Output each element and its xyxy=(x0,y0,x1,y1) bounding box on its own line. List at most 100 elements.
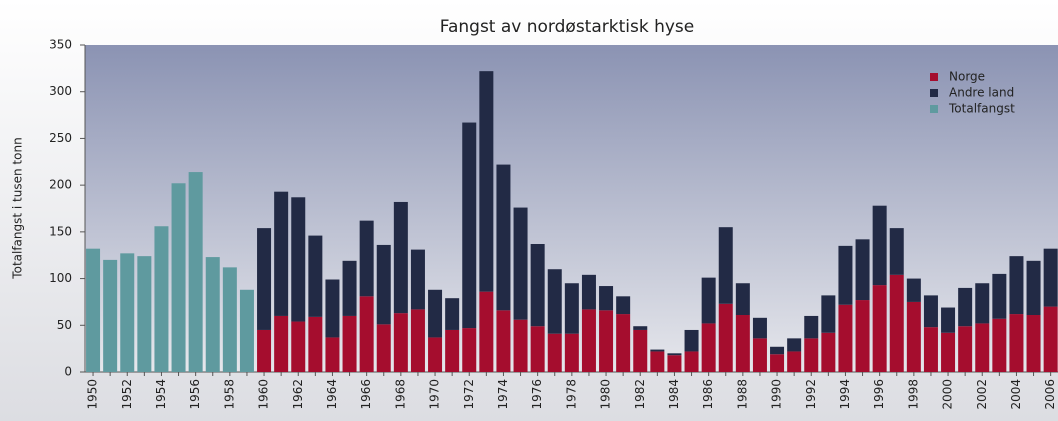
bar xyxy=(445,298,460,330)
bar xyxy=(393,201,408,314)
y-tick-label: 200 xyxy=(49,178,72,192)
bar xyxy=(581,309,596,372)
x-tick-label: 1950 xyxy=(86,379,100,410)
bar xyxy=(855,239,870,301)
bar xyxy=(718,303,733,372)
bar xyxy=(462,328,477,372)
bar xyxy=(308,316,323,372)
bar xyxy=(86,248,101,372)
y-tick-label: 0 xyxy=(64,365,72,379)
x-tick-label: 2002 xyxy=(975,379,989,410)
bar xyxy=(941,332,956,372)
bar xyxy=(855,300,870,372)
x-tick-label: 1966 xyxy=(359,379,373,410)
x-tick-label: 1976 xyxy=(530,379,544,410)
bar xyxy=(889,228,904,275)
bar xyxy=(291,197,306,322)
x-tick-label: 2004 xyxy=(1009,379,1023,410)
bar xyxy=(274,315,289,372)
bar xyxy=(667,353,682,356)
bar xyxy=(787,351,802,372)
bar xyxy=(479,291,494,372)
bar xyxy=(445,329,460,372)
bar xyxy=(1009,314,1024,372)
bar xyxy=(239,289,254,372)
legend-swatch xyxy=(930,105,938,113)
bar xyxy=(547,269,562,334)
bar xyxy=(410,249,425,310)
bar xyxy=(667,355,682,372)
bar xyxy=(462,122,477,329)
y-axis-label: Totalfangst i tusen tonn xyxy=(11,137,25,279)
y-tick-label: 100 xyxy=(49,271,72,285)
bar xyxy=(530,244,545,327)
bar xyxy=(564,333,579,372)
bar xyxy=(770,346,785,355)
bar xyxy=(154,226,169,372)
bar xyxy=(838,245,853,305)
bar xyxy=(906,278,921,302)
bar xyxy=(359,220,374,297)
bar xyxy=(188,172,203,372)
bar xyxy=(1043,306,1058,372)
bar xyxy=(342,260,357,316)
x-tick-label: 1954 xyxy=(154,379,168,410)
bar xyxy=(838,304,853,372)
bar xyxy=(684,329,699,352)
bar xyxy=(308,235,323,317)
bar xyxy=(616,314,631,372)
bar xyxy=(564,283,579,334)
bar xyxy=(393,313,408,372)
bar xyxy=(889,274,904,372)
bar xyxy=(975,283,990,324)
y-tick-label: 150 xyxy=(49,224,72,238)
x-tick-label: 1968 xyxy=(393,379,407,410)
bar xyxy=(376,324,391,372)
bar xyxy=(701,323,716,372)
x-tick-label: 1988 xyxy=(735,379,749,410)
bar xyxy=(257,228,272,330)
bar xyxy=(547,333,562,372)
chart-title: Fangst av nordøstarktisk hyse xyxy=(440,17,695,37)
bar xyxy=(257,329,272,372)
bar xyxy=(958,326,973,372)
bar xyxy=(923,295,938,328)
bar xyxy=(770,354,785,372)
bar xyxy=(958,287,973,327)
bar xyxy=(137,256,152,372)
y-tick-label: 250 xyxy=(49,131,72,145)
bar xyxy=(1026,260,1041,316)
bar xyxy=(291,321,306,372)
bar xyxy=(410,309,425,372)
x-tick-label: 1952 xyxy=(120,379,134,410)
x-tick-label: 1990 xyxy=(770,379,784,410)
x-tick-label: 1978 xyxy=(564,379,578,410)
bar xyxy=(1026,315,1041,372)
bar xyxy=(821,295,836,333)
bar xyxy=(923,327,938,372)
bar xyxy=(735,283,750,316)
bar xyxy=(633,326,648,330)
bar xyxy=(599,286,614,311)
x-tick-label: 1982 xyxy=(633,379,647,410)
bar xyxy=(872,285,887,372)
bar xyxy=(428,337,443,372)
bar xyxy=(581,274,596,310)
bar xyxy=(1043,248,1058,307)
x-tick-label: 1974 xyxy=(496,379,510,410)
bar xyxy=(496,164,511,311)
bar xyxy=(325,279,340,338)
bar xyxy=(650,351,665,372)
bar xyxy=(376,244,391,325)
bar xyxy=(120,253,135,372)
legend-swatch xyxy=(930,73,938,81)
x-tick-label: 1964 xyxy=(325,379,339,410)
legend-label: Norge xyxy=(949,70,985,84)
bar xyxy=(718,227,733,304)
bar xyxy=(496,310,511,372)
x-tick-label: 1970 xyxy=(428,379,442,410)
bar xyxy=(103,259,118,372)
bar xyxy=(205,257,220,372)
bar xyxy=(633,329,648,372)
bar xyxy=(752,338,767,372)
